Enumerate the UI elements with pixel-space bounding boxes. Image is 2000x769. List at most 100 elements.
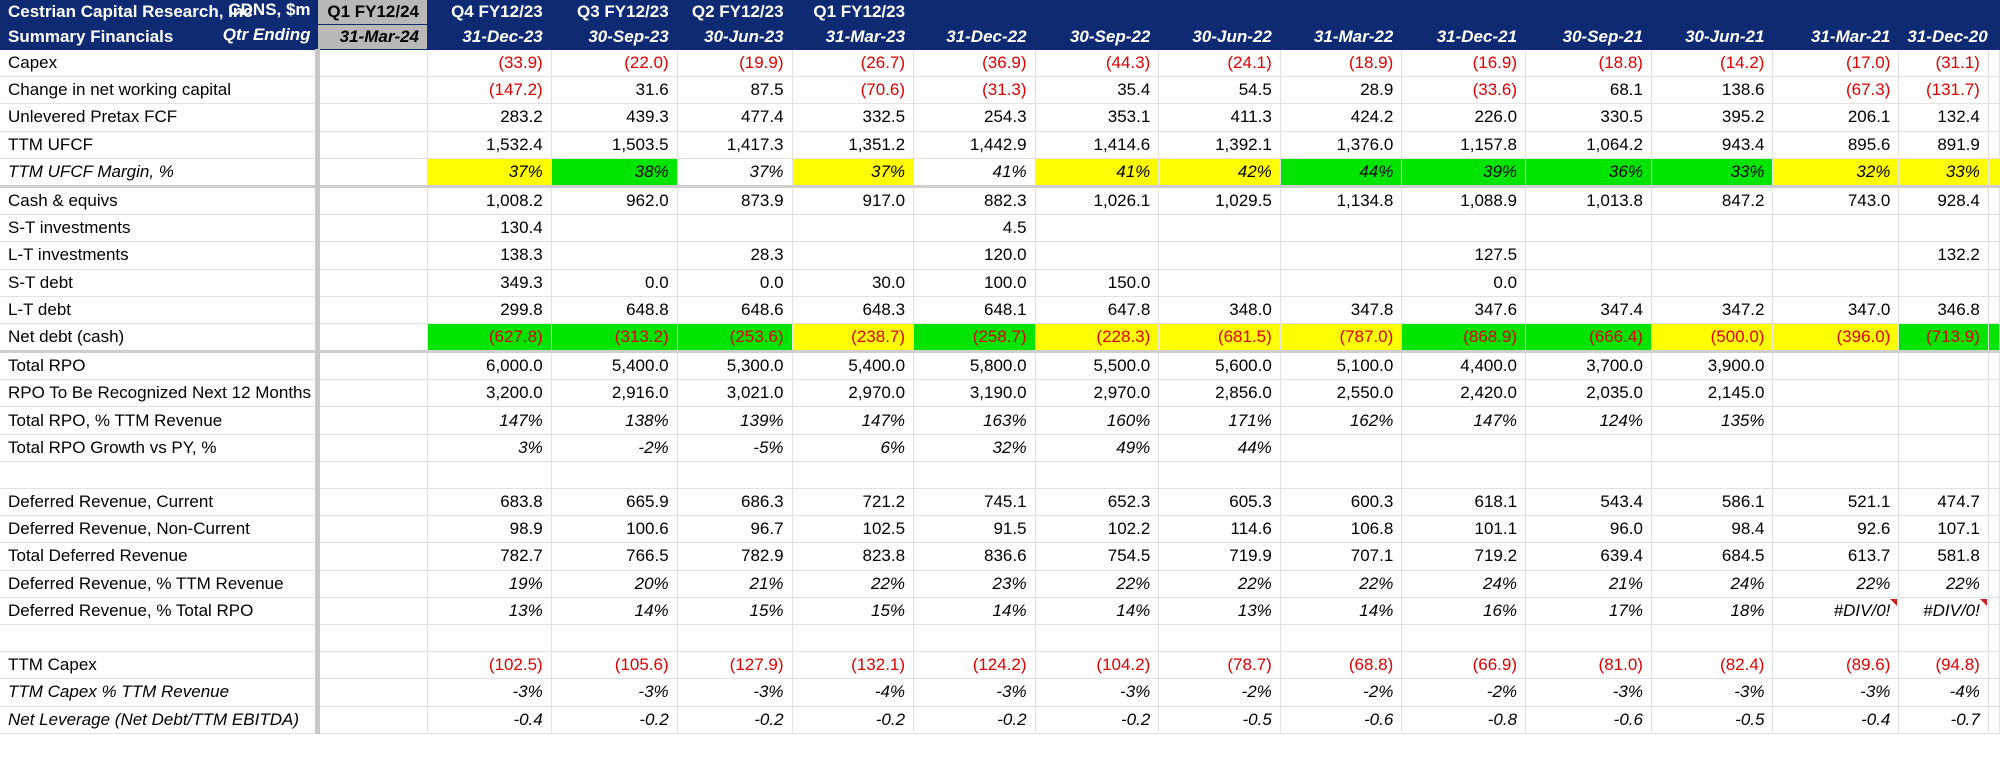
data-cell[interactable]: 347.4 — [1525, 296, 1652, 324]
data-cell[interactable]: 1,442.9 — [913, 131, 1036, 159]
data-cell[interactable]: 2,970.0 — [1035, 379, 1160, 408]
data-cell[interactable]: 719.9 — [1158, 542, 1281, 571]
data-cell[interactable]: -3% — [1035, 678, 1160, 707]
data-cell[interactable]: (713.9) — [1898, 323, 1989, 354]
data-cell[interactable]: 2,035.0 — [1525, 379, 1652, 408]
data-cell[interactable]: 37% — [792, 158, 915, 188]
data-cell[interactable]: 745.1 — [913, 488, 1036, 517]
row-label[interactable]: RPO To Be Recognized Next 12 Months — [0, 379, 320, 408]
data-cell[interactable]: (313.2) — [551, 323, 678, 354]
data-cell[interactable]: 127.5 — [1401, 241, 1527, 270]
data-cell[interactable]: 891.9 — [1898, 131, 1989, 159]
data-cell[interactable]: 102.5 — [792, 515, 915, 544]
data-cell[interactable]: 98.9 — [427, 515, 552, 544]
data-cell[interactable]: (627.8) — [427, 323, 552, 354]
data-cell[interactable]: 132.4 — [1898, 103, 1989, 132]
data-cell[interactable]: (396.0) — [1772, 323, 1900, 354]
data-cell[interactable] — [1898, 214, 1989, 243]
data-cell[interactable]: 1,417.3 — [677, 131, 793, 159]
data-cell[interactable]: 2,970.0 — [792, 379, 915, 408]
data-cell[interactable] — [317, 49, 429, 78]
column-date[interactable]: 30-Jun-21 — [1651, 24, 1774, 50]
data-cell[interactable]: (132.1) — [792, 651, 915, 680]
column-date[interactable]: 31-Mar-21 — [1772, 24, 1900, 50]
row-label[interactable]: TTM Capex % TTM Revenue — [0, 678, 320, 707]
data-cell[interactable]: 22% — [1898, 570, 1989, 598]
data-cell[interactable]: 782.7 — [427, 542, 552, 571]
row-label[interactable]: S-T investments — [0, 214, 320, 243]
data-cell[interactable]: -0.7 — [1898, 706, 1989, 734]
data-cell[interactable]: 31.6 — [551, 76, 678, 105]
data-cell[interactable]: (31.1) — [1898, 49, 1989, 78]
data-cell[interactable]: 2,916.0 — [551, 379, 678, 408]
data-cell[interactable]: 14% — [1280, 597, 1403, 625]
data-cell[interactable]: 138.6 — [1651, 76, 1774, 105]
data-cell[interactable] — [1525, 461, 1652, 490]
data-cell[interactable]: 299.8 — [427, 296, 552, 324]
data-cell[interactable]: 32% — [1772, 158, 1900, 188]
data-cell[interactable]: 347.0 — [1772, 296, 1900, 324]
row-label[interactable]: TTM Capex — [0, 651, 320, 680]
column-quarter-label[interactable]: Q4 FY12/23 — [427, 0, 552, 25]
data-cell[interactable]: 5,500.0 — [1035, 351, 1160, 381]
data-cell[interactable]: 36% — [1525, 158, 1652, 188]
data-cell[interactable]: 581.8 — [1898, 542, 1989, 571]
data-cell[interactable]: -0.2 — [677, 706, 793, 734]
data-cell[interactable]: 1,026.1 — [1035, 186, 1160, 216]
data-cell[interactable] — [1525, 214, 1652, 243]
data-cell[interactable]: (868.9) — [1401, 323, 1527, 354]
data-cell[interactable] — [1772, 379, 1900, 408]
data-cell[interactable]: 91.5 — [913, 515, 1036, 544]
data-cell[interactable]: (78.7) — [1158, 651, 1281, 680]
data-cell[interactable]: (16.9) — [1401, 49, 1527, 78]
data-cell[interactable] — [677, 461, 793, 490]
data-cell[interactable]: 2,550.0 — [1280, 379, 1403, 408]
column-quarter-label[interactable] — [1035, 0, 1160, 25]
data-cell[interactable]: 2,856.0 — [1158, 379, 1281, 408]
data-cell[interactable] — [792, 214, 915, 243]
data-cell[interactable] — [1525, 434, 1652, 462]
data-cell[interactable]: (19.9) — [677, 49, 793, 78]
data-cell[interactable]: 411.3 — [1158, 103, 1281, 132]
data-cell[interactable] — [1898, 624, 1989, 653]
row-label[interactable]: Deferred Revenue, Current — [0, 488, 320, 517]
data-cell[interactable] — [1525, 624, 1652, 653]
data-cell[interactable] — [1280, 241, 1403, 270]
data-cell[interactable]: (127.9) — [677, 651, 793, 680]
data-cell[interactable]: 33% — [1651, 158, 1774, 188]
data-cell[interactable] — [1898, 461, 1989, 490]
data-cell[interactable]: 24% — [1651, 570, 1774, 598]
column-date[interactable]: 31-Dec-22 — [913, 24, 1036, 50]
data-cell[interactable] — [317, 678, 429, 707]
data-cell[interactable]: 206.1 — [1772, 103, 1900, 132]
data-cell[interactable]: 44% — [1280, 158, 1403, 188]
data-cell[interactable] — [427, 624, 552, 653]
data-cell[interactable]: 14% — [913, 597, 1036, 625]
data-cell[interactable]: 1,414.6 — [1035, 131, 1160, 159]
data-cell[interactable]: 707.1 — [1280, 542, 1403, 571]
column-date[interactable]: 31-Dec-23 — [427, 24, 552, 50]
data-cell[interactable]: 32% — [913, 434, 1036, 462]
data-cell[interactable]: (22.0) — [551, 49, 678, 78]
data-cell[interactable]: 22% — [1035, 570, 1160, 598]
data-cell[interactable]: 1,503.5 — [551, 131, 678, 159]
data-cell[interactable]: 823.8 — [792, 542, 915, 571]
data-cell[interactable]: 347.2 — [1651, 296, 1774, 324]
data-cell[interactable]: 16% — [1401, 597, 1527, 625]
column-quarter-label[interactable] — [1280, 0, 1403, 25]
row-label[interactable] — [0, 624, 320, 653]
data-cell[interactable]: 147% — [427, 406, 552, 435]
data-cell[interactable] — [1772, 351, 1900, 381]
data-cell[interactable]: (68.8) — [1280, 651, 1403, 680]
row-label[interactable]: TTM UFCF — [0, 131, 320, 159]
data-cell[interactable] — [1898, 434, 1989, 462]
data-cell[interactable]: 106.8 — [1280, 515, 1403, 544]
data-cell[interactable]: 0.0 — [1401, 269, 1527, 297]
data-cell[interactable] — [317, 76, 429, 105]
data-cell[interactable] — [317, 651, 429, 680]
data-cell[interactable]: 1,029.5 — [1158, 186, 1281, 216]
data-cell[interactable] — [1158, 241, 1281, 270]
data-cell[interactable] — [1772, 406, 1900, 435]
data-cell[interactable]: 5,400.0 — [792, 351, 915, 381]
data-cell[interactable]: 150.0 — [1035, 269, 1160, 297]
